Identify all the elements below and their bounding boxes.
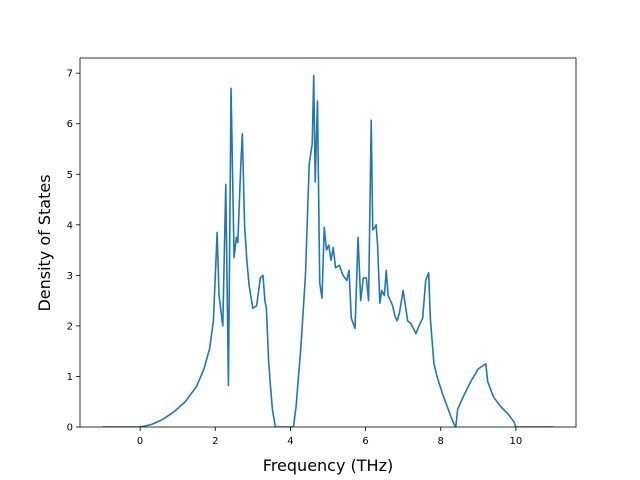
x-tick-label: 2 xyxy=(212,436,218,447)
x-tick-label: 10 xyxy=(510,436,523,447)
y-tick-label: 4 xyxy=(67,220,73,231)
y-tick-label: 2 xyxy=(67,321,73,332)
x-tick-label: 6 xyxy=(362,436,368,447)
y-tick-label: 1 xyxy=(67,372,73,383)
y-tick-label: 6 xyxy=(67,119,73,130)
x-tick-label: 4 xyxy=(287,436,293,447)
y-tick-label: 5 xyxy=(67,170,73,181)
x-axis: 0 2 4 6 8 10 xyxy=(137,427,522,447)
y-tick-label: 3 xyxy=(67,271,73,282)
y-tick-label: 7 xyxy=(67,69,73,80)
y-axis-label: Density of States xyxy=(35,174,54,311)
y-axis: 0 1 2 3 4 5 6 7 xyxy=(67,69,80,434)
axes-frame xyxy=(79,57,577,428)
y-tick-label: 0 xyxy=(67,423,73,434)
plot-area xyxy=(102,74,554,427)
x-tick-label: 8 xyxy=(438,436,444,447)
x-tick-label: 0 xyxy=(137,436,143,447)
series-line-0 xyxy=(102,74,554,427)
x-axis-label: Frequency (THz) xyxy=(263,456,393,475)
